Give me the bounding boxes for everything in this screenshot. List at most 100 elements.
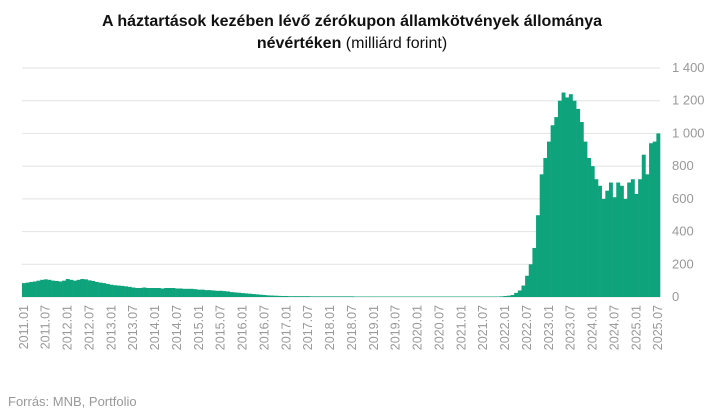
y-tick-label: 1 200 bbox=[672, 93, 705, 108]
bar bbox=[645, 174, 650, 297]
chart-title-line: névértéken (milliárd forint) bbox=[257, 35, 447, 52]
bar bbox=[623, 198, 628, 297]
bar bbox=[528, 264, 533, 297]
bar bbox=[550, 125, 555, 297]
bar bbox=[503, 296, 508, 297]
bar bbox=[310, 296, 314, 297]
bar bbox=[612, 197, 617, 297]
bar bbox=[120, 285, 125, 297]
x-tick-label: 2024.01 bbox=[586, 305, 600, 350]
bar bbox=[233, 292, 238, 297]
y-tick-label: 400 bbox=[672, 224, 694, 239]
bar bbox=[572, 100, 577, 297]
x-tick-label: 2014.07 bbox=[170, 305, 184, 350]
bar bbox=[630, 179, 635, 297]
bar bbox=[73, 280, 77, 297]
x-tick-label: 2025.07 bbox=[651, 305, 665, 350]
bar bbox=[94, 281, 99, 297]
bar bbox=[350, 296, 355, 297]
bar bbox=[554, 117, 559, 297]
bar bbox=[171, 288, 176, 297]
bar bbox=[616, 182, 621, 297]
bar bbox=[605, 190, 610, 297]
bar bbox=[499, 296, 504, 297]
bar bbox=[62, 280, 67, 297]
bar bbox=[29, 281, 34, 297]
bar bbox=[178, 288, 183, 297]
bar bbox=[156, 288, 161, 297]
bar bbox=[244, 293, 249, 297]
bar bbox=[167, 288, 172, 297]
bar bbox=[83, 279, 88, 297]
y-tick-label: 1 000 bbox=[672, 125, 705, 140]
bar bbox=[277, 295, 282, 297]
y-tick-label: 800 bbox=[672, 158, 694, 173]
bar bbox=[58, 281, 63, 297]
bar bbox=[226, 291, 231, 297]
bar bbox=[207, 290, 212, 297]
bar bbox=[189, 288, 194, 297]
bar bbox=[273, 295, 278, 297]
bar bbox=[320, 296, 325, 297]
x-tick-label: 2021.01 bbox=[454, 305, 468, 350]
x-tick-label: 2023.07 bbox=[564, 305, 578, 350]
bar bbox=[149, 288, 154, 297]
bar bbox=[284, 296, 289, 297]
bar bbox=[634, 193, 639, 297]
bar bbox=[43, 279, 48, 297]
bar bbox=[594, 179, 599, 297]
bar bbox=[590, 166, 595, 297]
bar bbox=[127, 286, 132, 297]
bar bbox=[266, 295, 271, 297]
bar bbox=[346, 296, 351, 297]
bar bbox=[514, 292, 519, 297]
x-tick-label: 2020.01 bbox=[411, 305, 425, 350]
bar bbox=[76, 279, 81, 297]
bar bbox=[510, 295, 515, 297]
bar bbox=[269, 295, 274, 297]
bar bbox=[656, 133, 661, 297]
bar bbox=[561, 92, 566, 298]
x-tick-label: 2011.01 bbox=[17, 305, 31, 349]
chart-unit: (milliárd forint) bbox=[346, 35, 447, 52]
bar bbox=[521, 285, 526, 297]
bar bbox=[51, 280, 56, 297]
bar bbox=[638, 179, 643, 297]
bar bbox=[649, 143, 654, 297]
bar bbox=[32, 281, 37, 297]
x-tick-label: 2011.07 bbox=[39, 305, 53, 349]
bar bbox=[313, 296, 318, 297]
bar bbox=[601, 198, 606, 297]
bar bbox=[69, 279, 74, 297]
bar bbox=[164, 288, 169, 297]
x-tick-label: 2022.01 bbox=[498, 305, 512, 350]
bar bbox=[124, 286, 129, 297]
bar bbox=[145, 288, 150, 297]
x-tick-label: 2014.01 bbox=[148, 305, 162, 350]
bar bbox=[579, 121, 584, 297]
bar bbox=[80, 279, 85, 297]
x-tick-label: 2016.07 bbox=[257, 305, 271, 350]
x-tick-label: 2018.01 bbox=[323, 305, 337, 350]
bar bbox=[539, 174, 544, 297]
bar bbox=[331, 296, 336, 297]
bar bbox=[109, 284, 114, 297]
bar bbox=[557, 100, 562, 297]
bar bbox=[335, 296, 340, 297]
bar bbox=[91, 280, 96, 297]
x-tick-label: 2018.07 bbox=[345, 305, 359, 350]
bar bbox=[22, 283, 26, 297]
bar bbox=[240, 293, 245, 297]
bar bbox=[229, 292, 234, 297]
x-tick-label: 2019.07 bbox=[389, 305, 403, 350]
bar bbox=[525, 275, 530, 297]
x-tick-label: 2013.01 bbox=[104, 305, 118, 350]
bar bbox=[532, 247, 537, 297]
bar bbox=[291, 296, 296, 297]
bar bbox=[222, 291, 227, 297]
bar bbox=[288, 296, 293, 297]
y-tick-label: 600 bbox=[672, 191, 694, 206]
chart-title: A háztartások kezében lévő zérókupon áll… bbox=[102, 13, 602, 30]
x-tick-label: 2015.01 bbox=[192, 305, 206, 350]
